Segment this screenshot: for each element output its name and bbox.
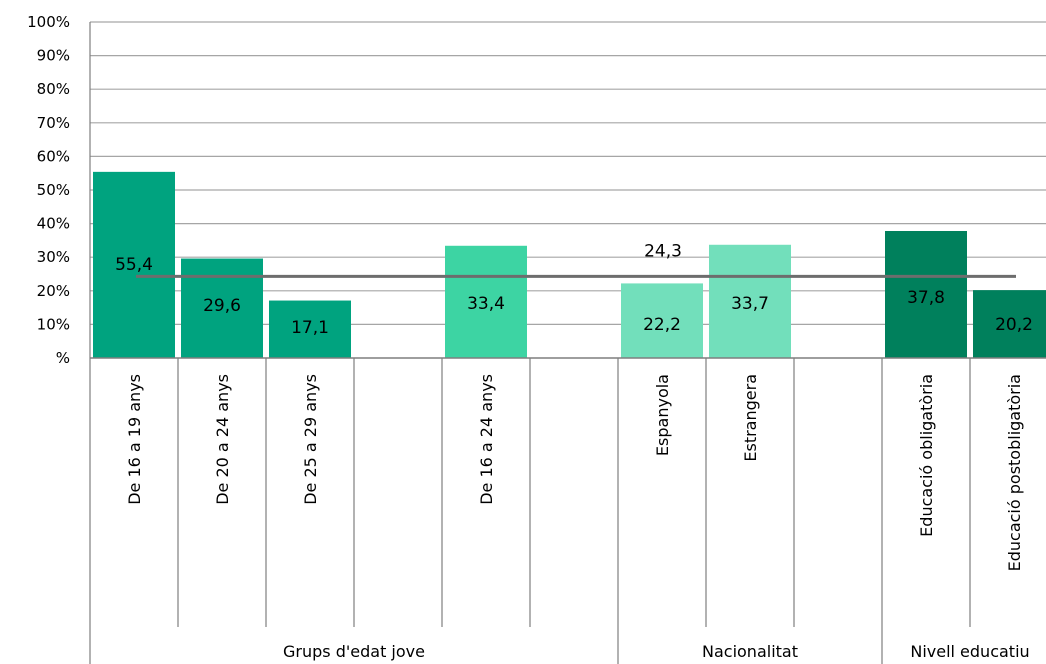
y-tick-label: 60% — [37, 147, 70, 165]
x-axis: De 16 a 19 anys De 20 a 24 anys De 25 a 29… — [89, 22, 1046, 664]
data-label: 55,4 — [115, 255, 153, 275]
data-label: 22,2 — [643, 315, 681, 335]
y-tick-label: 40% — [37, 215, 70, 233]
bar — [709, 244, 791, 358]
data-label: 29,6 — [203, 296, 241, 316]
bar — [269, 300, 351, 358]
data-label: 37,8 — [907, 288, 945, 308]
data-label: 33,4 — [467, 294, 505, 314]
category-label: De 16 a 19 anys — [125, 374, 144, 505]
group-label: Nivell educatiu — [910, 642, 1029, 661]
category-label: De 25 a 29 anys — [301, 374, 320, 505]
bar — [93, 171, 175, 358]
group-label: Nacionalitat — [702, 642, 798, 661]
category-label: Educació postobligatòria — [1005, 374, 1024, 571]
bars — [93, 171, 1046, 358]
y-tick-label: 90% — [37, 47, 70, 65]
category-label: Educació obligatòria — [917, 374, 936, 537]
y-axis-ticks: % 10% 20% 30% 40% 50% 60% 70% 80% 90% 100% — [27, 13, 70, 367]
y-tick-label: 30% — [37, 248, 70, 266]
category-label: Estrangera — [741, 374, 760, 462]
y-tick-label: 80% — [37, 80, 70, 98]
category-label: Espanyola — [653, 374, 672, 456]
bar — [973, 290, 1046, 358]
group-label: Grups d'edat jove — [283, 642, 425, 661]
bar — [621, 283, 703, 358]
category-label: De 16 a 24 anys — [477, 374, 496, 505]
data-labels: 24,3 55,4 29,6 17,1 33,4 22,2 33,7 37,8 20,2 — [115, 241, 1033, 338]
y-tick-label: 50% — [37, 181, 70, 199]
y-tick-label: % — [56, 349, 70, 367]
y-tick-label: 70% — [37, 114, 70, 132]
bar — [885, 230, 967, 358]
reference-line-label: 24,3 — [644, 241, 682, 261]
y-tick-label: 20% — [37, 282, 70, 300]
bar — [445, 245, 527, 358]
data-label: 17,1 — [291, 318, 329, 338]
data-label: 33,7 — [731, 294, 769, 314]
category-label: De 20 a 24 anys — [213, 374, 232, 505]
y-tick-label: 10% — [37, 315, 70, 333]
y-tick-label: 100% — [27, 13, 70, 31]
data-label: 20,2 — [995, 315, 1033, 335]
